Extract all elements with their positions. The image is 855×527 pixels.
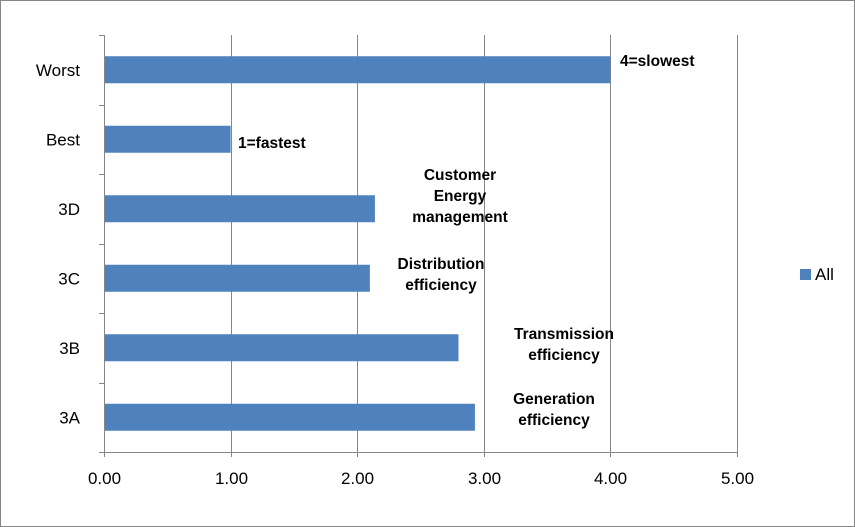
bar-worst	[105, 56, 611, 84]
bars	[105, 56, 611, 431]
x-tick-label: 1.00	[215, 469, 248, 488]
y-tick-label: Best	[46, 130, 80, 149]
x-tick-label: 3.00	[468, 469, 501, 488]
x-tick-label: 0.00	[88, 469, 121, 488]
x-tick-label: 4.00	[594, 469, 627, 488]
bar-3a	[105, 403, 475, 431]
y-tick-label: 3A	[59, 408, 80, 427]
annotation-3a: Generation efficiency	[513, 391, 595, 429]
annotations: 4=slowest 1=fastest Customer Energy manageme…	[238, 53, 695, 429]
legend: All	[800, 265, 834, 284]
legend-label: All	[815, 265, 834, 284]
bar-3d	[105, 195, 375, 223]
tick-labels: 0.00 1.00 2.00 3.00 4.00 5.00 3A 3B 3C 3D Best Wors…	[36, 61, 754, 488]
y-tick-label: 3C	[58, 269, 80, 288]
gridlines	[231, 35, 738, 452]
annotation-worst: 4=slowest	[620, 53, 695, 70]
axes	[99, 35, 738, 457]
annotation-3b: Transmission efficiency	[514, 326, 614, 364]
bar-3b	[105, 334, 459, 362]
bar-best	[105, 125, 231, 153]
y-tick-label: 3B	[59, 339, 80, 358]
y-tick-label: Worst	[36, 61, 80, 80]
annotation-3d: Customer Energy management	[412, 167, 508, 226]
y-tick-label: 3D	[58, 200, 80, 219]
bar-3c	[105, 264, 370, 292]
x-tick-label: 5.00	[721, 469, 754, 488]
annotation-best: 1=fastest	[238, 135, 306, 152]
legend-swatch	[800, 269, 811, 280]
x-tick-label: 2.00	[341, 469, 374, 488]
annotation-3c: Distribution efficiency	[398, 256, 485, 294]
